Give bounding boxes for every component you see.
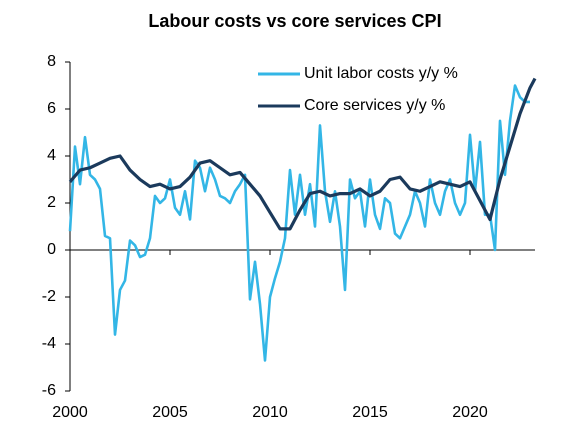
y-tick-label: 8: [47, 53, 56, 70]
x-tick-label: 2010: [252, 404, 288, 421]
y-tick-label: 4: [47, 147, 56, 164]
y-tick-label: -2: [42, 288, 56, 305]
y-tick-label: 2: [47, 194, 56, 211]
chart-title: Labour costs vs core services CPI: [148, 11, 441, 31]
y-tick-label: 6: [47, 100, 56, 117]
x-tick-label: 2015: [352, 404, 388, 421]
x-tick-label: 2000: [52, 404, 88, 421]
series-line: [68, 77, 537, 231]
series-line: [68, 84, 530, 362]
y-tick-label: -4: [42, 335, 56, 352]
legend-label: Core services y/y %: [304, 97, 445, 114]
x-tick-label: 2020: [452, 404, 488, 421]
x-tick-label: 2005: [152, 404, 188, 421]
y-tick-label: 0: [47, 241, 56, 258]
y-tick-label: -6: [42, 382, 56, 399]
legend-label: Unit labor costs y/y %: [304, 65, 458, 82]
